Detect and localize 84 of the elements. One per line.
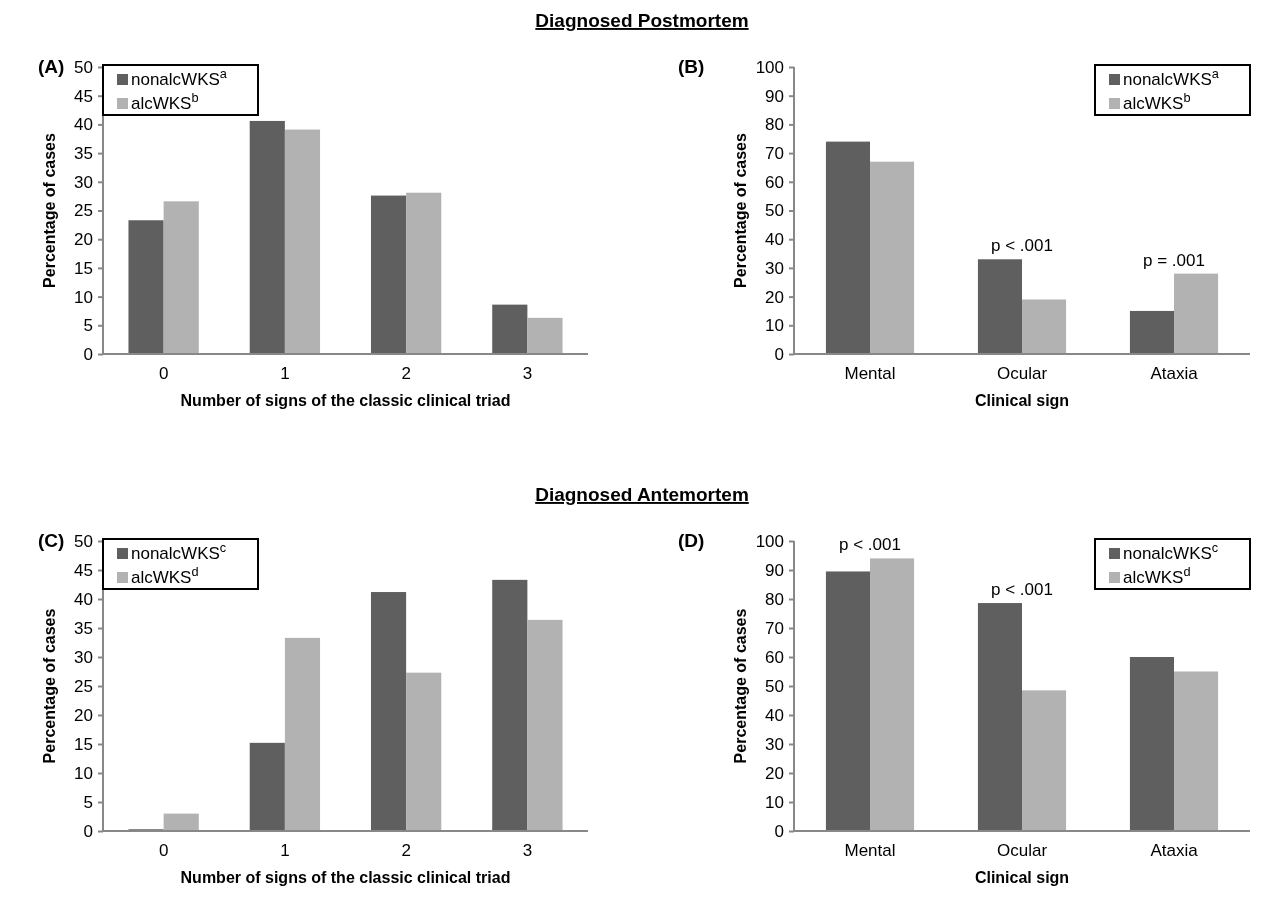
y-tick-label: 20 [765, 287, 784, 307]
text: Diagnosed Postmortem [535, 10, 749, 31]
y-tick-label: 80 [765, 115, 784, 135]
y-tick-label: 10 [74, 287, 93, 307]
y-tick-label: 10 [765, 792, 784, 812]
x-tick-label: Mental [844, 364, 896, 384]
legend-label: nonalcWKS$^{a}$ [1123, 65, 1220, 89]
y-tick-label: 0 [774, 344, 784, 364]
chart-title: (C) [38, 530, 65, 551]
legend-label: nonalcWKS$^{c}$ [131, 539, 227, 563]
y-tick-label: 100 [755, 57, 784, 77]
y-tick-label: 70 [765, 144, 784, 164]
x-tick-label: 1 [280, 364, 290, 384]
y-tick-label: 50 [765, 201, 784, 221]
y-tick-label: 35 [74, 618, 93, 638]
y-tick-label: 0 [774, 821, 784, 841]
y-tick-label: 15 [74, 734, 93, 754]
y-tick-label: 30 [765, 258, 784, 278]
x-tick-label: 0 [158, 841, 169, 861]
x-axis-title: Number of signs of the classic clinical triad [180, 869, 511, 886]
legend-label: alcWKS$^{b}$ [131, 89, 199, 113]
y-axis-title: Percentage of cases [732, 608, 749, 764]
y-tick-label: 30 [74, 172, 93, 192]
y-tick-label: 45 [74, 86, 93, 106]
y-tick-label: 10 [765, 316, 784, 336]
y-tick-label: 5 [83, 792, 93, 812]
x-tick-label: 2 [401, 364, 411, 384]
chart-title: (A) [38, 56, 65, 77]
y-tick-label: 40 [765, 230, 784, 250]
legend-label: nonalcWKS$^{a}$ [131, 65, 228, 89]
y-tick-label: 50 [765, 676, 784, 696]
y-tick-label: 90 [765, 560, 784, 580]
x-tick-label: Ataxia [1150, 841, 1199, 861]
y-tick-label: 90 [765, 86, 784, 106]
y-tick-label: 10 [74, 763, 93, 783]
x-tick-label: 1 [280, 841, 290, 861]
y-tick-label: 20 [74, 705, 93, 725]
y-tick-label: 50 [74, 57, 93, 77]
y-tick-label: 0 [83, 344, 93, 364]
y-tick-label: 40 [765, 705, 784, 725]
y-tick-label: 30 [765, 734, 784, 754]
y-tick-label: 0 [83, 821, 93, 841]
y-tick-label: 45 [74, 560, 93, 580]
y-tick-label: 20 [765, 763, 784, 783]
legend-label: alcWKS$^{b}$ [1123, 89, 1191, 113]
annotation: p < .001 [839, 535, 901, 555]
x-tick-label: Ocular [996, 841, 1048, 861]
x-axis-title: Clinical sign [974, 392, 1070, 409]
y-tick-label: 25 [74, 201, 93, 221]
x-tick-label: Ataxia [1150, 364, 1199, 384]
y-axis-title: Percentage of cases [732, 133, 749, 288]
y-tick-label: 40 [74, 115, 93, 135]
y-axis-title: Percentage of cases [41, 608, 58, 764]
x-axis-title: Clinical sign [974, 869, 1070, 886]
legend-label: nonalcWKS$^{c}$ [1123, 539, 1219, 563]
annotation: p < .001 [991, 236, 1053, 256]
y-axis-title: Percentage of cases [41, 133, 58, 288]
x-axis-title: Number of signs of the classic clinical triad [180, 392, 511, 409]
y-tick-label: 50 [74, 531, 93, 551]
y-tick-label: 20 [74, 230, 93, 250]
x-tick-label: 3 [522, 364, 533, 384]
y-tick-label: 60 [765, 647, 784, 667]
y-tick-label: 80 [765, 589, 784, 609]
chart-title: (B) [678, 56, 705, 77]
y-tick-label: 35 [74, 144, 93, 164]
text: Diagnosed Antemortem [535, 484, 749, 505]
x-tick-label: Ocular [996, 364, 1048, 384]
annotation: p = .001 [1143, 250, 1205, 270]
legend-label: alcWKS$^{d}$ [131, 563, 199, 587]
y-tick-label: 70 [765, 618, 784, 638]
x-tick-label: 2 [401, 841, 411, 861]
y-tick-label: 60 [765, 172, 784, 192]
x-tick-label: 0 [158, 364, 169, 384]
y-tick-label: 5 [83, 316, 93, 336]
x-tick-label: 3 [522, 841, 533, 861]
y-tick-label: 40 [74, 589, 93, 609]
y-tick-label: 30 [74, 647, 93, 667]
y-tick-label: 15 [74, 258, 93, 278]
legend-label: alcWKS$^{d}$ [1123, 563, 1191, 587]
y-tick-label: 100 [755, 531, 784, 551]
annotation: p < .001 [991, 580, 1053, 600]
x-tick-label: Mental [844, 841, 896, 861]
y-tick-label: 25 [74, 676, 93, 696]
chart-title: (D) [678, 530, 705, 551]
